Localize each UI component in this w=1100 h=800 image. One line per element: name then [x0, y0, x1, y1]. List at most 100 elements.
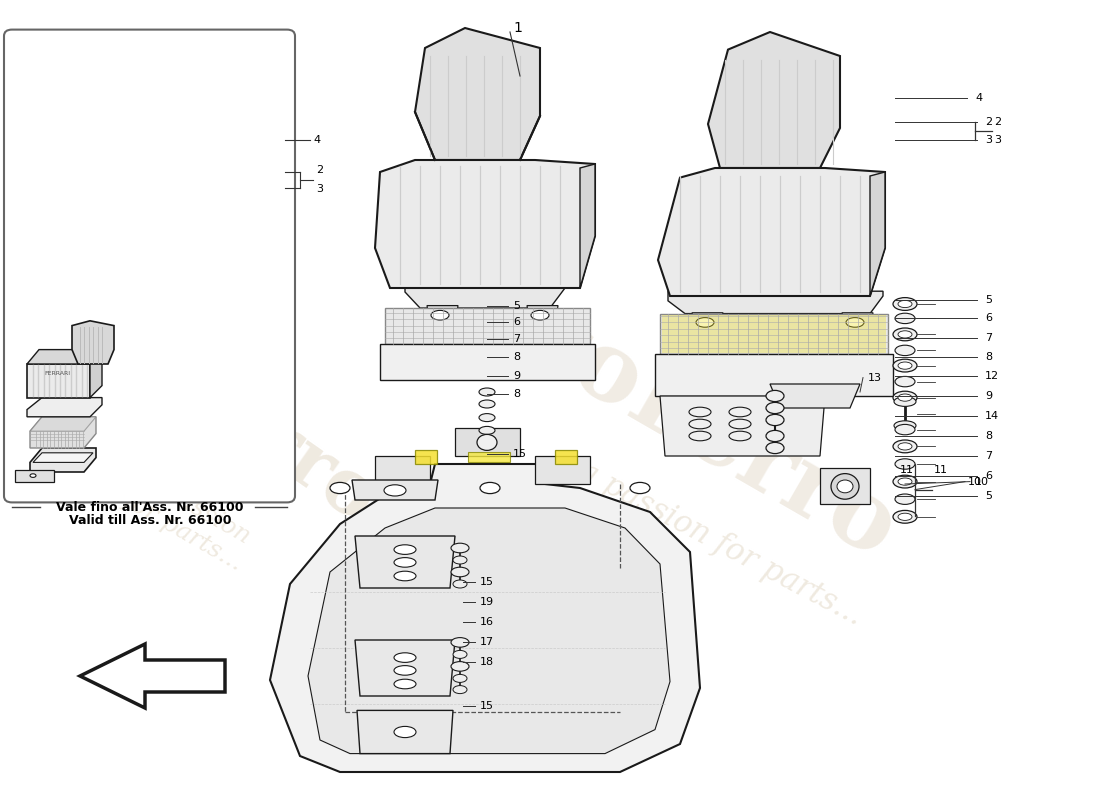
Ellipse shape	[453, 556, 468, 564]
Polygon shape	[30, 417, 96, 431]
Text: 5: 5	[984, 491, 992, 501]
Polygon shape	[28, 350, 102, 364]
Polygon shape	[28, 398, 102, 417]
Polygon shape	[33, 453, 94, 462]
Ellipse shape	[478, 400, 495, 408]
Polygon shape	[535, 456, 590, 484]
Text: 3: 3	[994, 135, 1001, 145]
Ellipse shape	[837, 480, 852, 493]
Polygon shape	[580, 164, 595, 288]
Polygon shape	[379, 344, 595, 380]
Ellipse shape	[898, 331, 912, 338]
Ellipse shape	[453, 674, 468, 682]
Polygon shape	[660, 396, 825, 456]
Polygon shape	[527, 306, 558, 324]
Polygon shape	[30, 448, 96, 472]
Ellipse shape	[689, 407, 711, 417]
Polygon shape	[80, 644, 226, 708]
Text: 18: 18	[480, 658, 494, 667]
Ellipse shape	[898, 514, 912, 521]
Ellipse shape	[478, 388, 495, 396]
Polygon shape	[308, 508, 670, 754]
Ellipse shape	[394, 545, 416, 554]
Ellipse shape	[477, 434, 497, 450]
Text: 7: 7	[984, 451, 992, 461]
Polygon shape	[355, 640, 455, 696]
Ellipse shape	[893, 328, 917, 341]
Text: 5: 5	[984, 295, 992, 305]
Polygon shape	[385, 308, 590, 344]
Text: 2: 2	[984, 117, 992, 126]
Text: 6: 6	[513, 317, 520, 326]
Text: 2: 2	[316, 166, 323, 175]
Text: 15: 15	[513, 450, 527, 459]
Polygon shape	[30, 417, 96, 448]
Polygon shape	[352, 480, 438, 500]
Ellipse shape	[451, 567, 469, 577]
Polygon shape	[654, 354, 893, 396]
Polygon shape	[15, 470, 54, 482]
Polygon shape	[270, 464, 700, 772]
Ellipse shape	[384, 485, 406, 496]
Text: 6: 6	[984, 471, 992, 481]
Polygon shape	[28, 364, 90, 398]
Text: 10: 10	[975, 477, 989, 486]
Text: 8: 8	[513, 352, 520, 362]
Ellipse shape	[766, 430, 784, 442]
Ellipse shape	[894, 421, 916, 430]
Text: 8: 8	[513, 390, 520, 399]
Text: a passion
for parts...: a passion for parts...	[120, 465, 261, 575]
Polygon shape	[72, 321, 114, 364]
Ellipse shape	[893, 391, 917, 404]
Text: 15: 15	[480, 701, 494, 710]
Text: 16: 16	[480, 618, 494, 627]
FancyBboxPatch shape	[4, 30, 295, 502]
Polygon shape	[415, 450, 437, 464]
Ellipse shape	[729, 431, 751, 441]
Ellipse shape	[895, 346, 915, 355]
Ellipse shape	[431, 310, 449, 320]
Ellipse shape	[330, 482, 350, 494]
Text: 4: 4	[314, 135, 320, 145]
Ellipse shape	[894, 397, 916, 406]
Ellipse shape	[898, 442, 912, 450]
Polygon shape	[355, 536, 455, 588]
Ellipse shape	[394, 571, 416, 581]
Ellipse shape	[451, 662, 469, 671]
Ellipse shape	[394, 558, 416, 567]
Text: 4: 4	[975, 93, 982, 102]
Polygon shape	[658, 168, 886, 296]
Ellipse shape	[766, 442, 784, 454]
Ellipse shape	[453, 580, 468, 588]
Text: 13: 13	[868, 373, 882, 382]
Ellipse shape	[729, 419, 751, 429]
Text: 12: 12	[984, 371, 999, 381]
Ellipse shape	[729, 407, 751, 417]
Ellipse shape	[696, 318, 714, 327]
Polygon shape	[770, 384, 860, 408]
Ellipse shape	[895, 376, 915, 386]
Ellipse shape	[394, 653, 416, 662]
Ellipse shape	[531, 310, 549, 320]
Polygon shape	[405, 284, 565, 308]
Ellipse shape	[893, 359, 917, 372]
Ellipse shape	[394, 666, 416, 675]
Text: a passion for parts...: a passion for parts...	[572, 456, 868, 632]
Ellipse shape	[895, 424, 915, 434]
Ellipse shape	[893, 298, 917, 310]
Text: 17: 17	[480, 638, 494, 647]
Text: 7: 7	[513, 334, 520, 344]
Polygon shape	[820, 468, 870, 504]
Polygon shape	[660, 314, 888, 354]
Ellipse shape	[478, 426, 495, 434]
Polygon shape	[708, 32, 840, 168]
Text: 1: 1	[513, 21, 521, 35]
Polygon shape	[455, 428, 520, 456]
Ellipse shape	[893, 475, 917, 488]
Text: 11: 11	[900, 466, 914, 475]
Text: 2: 2	[994, 117, 1001, 126]
Ellipse shape	[766, 390, 784, 402]
Polygon shape	[375, 456, 430, 484]
Ellipse shape	[895, 314, 915, 323]
Ellipse shape	[766, 402, 784, 414]
